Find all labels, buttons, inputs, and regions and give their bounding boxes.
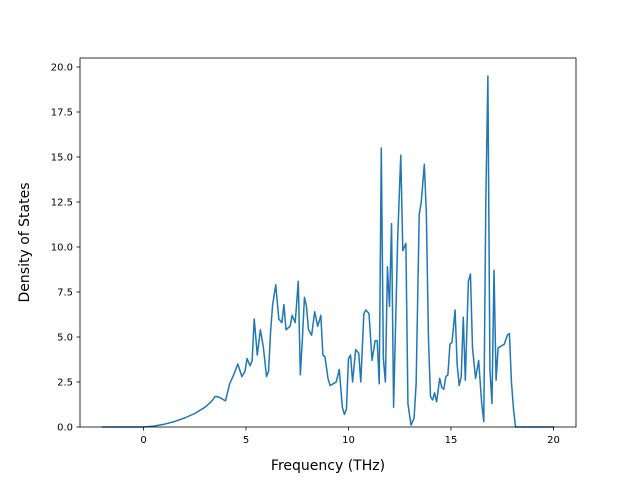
y-axis-label: Density of States [17, 183, 33, 303]
x-axis-label: Frequency (THz) [271, 458, 385, 474]
x-tick-label: 0 [140, 435, 146, 446]
x-tick-label: 20 [547, 435, 560, 446]
x-tick-label: 15 [445, 435, 458, 446]
y-tick-label: 5.0 [57, 333, 73, 344]
y-tick-label: 10.0 [51, 243, 73, 254]
x-axis: 0 5 10 15 20 [140, 427, 560, 446]
dos-line-series-0 [101, 75, 555, 428]
plot-area [79, 57, 577, 428]
y-tick-label: 0.0 [57, 423, 73, 434]
x-tick-label: 5 [243, 435, 249, 446]
y-tick-label: 17.5 [51, 108, 73, 119]
y-tick-label: 20.0 [51, 63, 73, 74]
y-tick-label: 2.5 [57, 378, 73, 389]
plot-frame [79, 57, 577, 428]
y-tick-label: 12.5 [51, 198, 73, 209]
y-axis: 0.0 2.5 5.0 7.5 10.0 12.5 15.0 17.5 20.0 [51, 63, 80, 434]
x-tick-label: 10 [342, 435, 355, 446]
data-layer [101, 75, 555, 428]
y-tick-label: 7.5 [57, 288, 73, 299]
y-tick-label: 15.0 [51, 153, 73, 164]
